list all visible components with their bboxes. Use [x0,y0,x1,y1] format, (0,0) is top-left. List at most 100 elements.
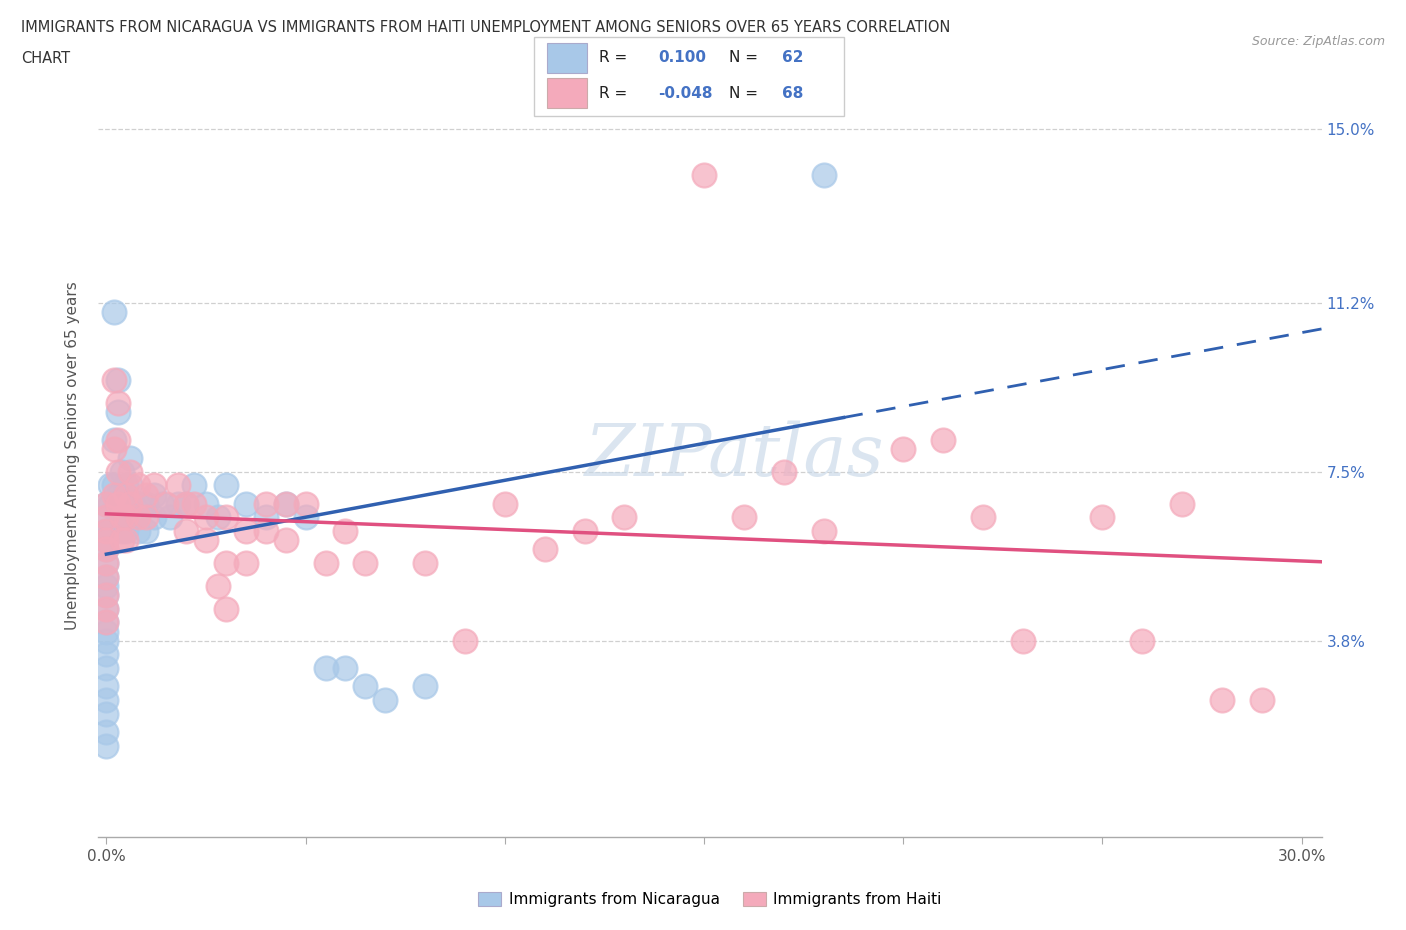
Point [174,497,197,512]
Point [127,497,149,512]
Point [96,524,118,538]
Point [1130,633,1153,648]
Point [111,510,134,525]
Point [103,442,125,457]
Point [107,497,129,512]
Y-axis label: Unemployment Among Seniors over 65 years: Unemployment Among Seniors over 65 years [65,282,80,631]
Point [107,405,129,419]
Point [96,588,118,603]
Point [143,487,166,502]
Point [155,497,177,512]
Point [107,510,129,525]
Point [813,524,835,538]
Point [96,724,118,739]
Text: Source: ZipAtlas.com: Source: ZipAtlas.com [1251,35,1385,48]
Point [96,524,118,538]
Point [932,432,955,447]
Point [183,497,205,512]
Point [613,510,636,525]
Point [96,497,118,512]
Point [215,555,238,570]
Point [254,510,277,525]
Point [115,510,138,525]
Point [96,660,118,675]
Point [135,510,157,525]
Text: IMMIGRANTS FROM NICARAGUA VS IMMIGRANTS FROM HAITI UNEMPLOYMENT AMONG SENIORS OV: IMMIGRANTS FROM NICARAGUA VS IMMIGRANTS … [21,20,950,35]
Point [315,660,337,675]
Point [96,647,118,662]
Point [733,510,755,525]
Point [254,524,277,538]
Point [354,555,377,570]
Point [413,679,436,694]
Text: 68: 68 [782,86,803,100]
Point [494,497,516,512]
Point [96,615,118,630]
Point [115,533,138,548]
Point [111,524,134,538]
Point [693,167,716,182]
Point [120,478,142,493]
Point [772,464,794,479]
Point [195,510,218,525]
Point [100,497,122,512]
Point [335,524,357,538]
Point [150,497,173,512]
Point [167,497,190,512]
Point [100,478,122,493]
Point [103,373,125,388]
Point [96,624,118,639]
Point [1250,693,1272,708]
Text: CHART: CHART [21,51,70,66]
Point [120,464,142,479]
Point [1091,510,1114,525]
Point [1211,693,1233,708]
Point [891,442,914,457]
Point [207,510,229,525]
Point [135,497,157,512]
Point [454,633,477,648]
Point [254,497,277,512]
Point [294,510,316,525]
Point [174,497,197,512]
Point [107,373,129,388]
Bar [547,78,586,109]
Point [100,524,122,538]
Point [215,601,238,616]
Point [107,487,129,502]
Point [96,633,118,648]
Point [120,510,142,525]
Point [96,542,118,557]
Point [96,510,118,525]
Point [96,588,118,603]
Point [96,555,118,570]
Point [96,601,118,616]
Point [574,524,596,538]
Point [354,679,377,694]
Point [235,555,257,570]
Point [96,615,118,630]
Point [127,510,149,525]
Point [215,478,238,493]
Point [103,432,125,447]
Point [183,478,205,493]
Point [115,487,138,502]
Text: 0.100: 0.100 [658,50,706,65]
Point [813,167,835,182]
Point [103,304,125,319]
Point [103,487,125,502]
Point [96,497,118,512]
Point [120,450,142,465]
Point [127,478,149,493]
Point [115,478,138,493]
Point [315,555,337,570]
Text: R =: R = [599,86,627,100]
Bar [547,43,586,73]
Point [107,432,129,447]
Point [335,660,357,675]
Point [135,487,157,502]
Point [207,578,229,593]
Point [159,510,181,525]
Point [96,578,118,593]
Point [413,555,436,570]
